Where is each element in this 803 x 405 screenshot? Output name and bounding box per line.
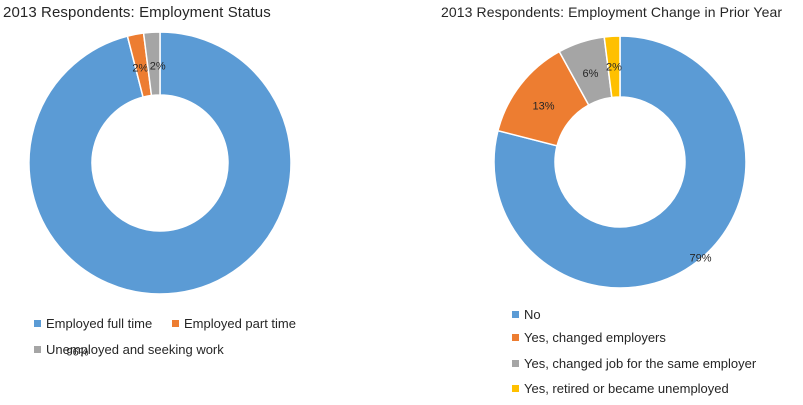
legend-swatch — [512, 360, 519, 367]
legend-label: Employed part time — [184, 316, 296, 331]
legend-swatch — [512, 334, 519, 341]
legend-label: Yes, changed job for the same employer — [524, 356, 757, 371]
legend-swatch — [34, 346, 41, 353]
status-legend-item-employed-part-time: Employed part time — [172, 316, 296, 331]
data-label-yes-changed-job-for-the-same-employer: 6% — [583, 68, 599, 80]
data-label-yes-changed-employers: 13% — [533, 100, 555, 112]
data-label-employed-part-time: 2% — [132, 62, 148, 74]
change-legend-item-yes-changed-employers: Yes, changed employers — [512, 330, 666, 345]
legend-swatch — [512, 385, 519, 392]
legend-label: Yes, retired or became unemployed — [524, 381, 729, 396]
legend-swatch — [34, 320, 41, 327]
status-legend-item-unemployed-and-seeking-work: Unemployed and seeking work — [34, 342, 224, 357]
status-legend-item-employed-full-time: Employed full time — [34, 316, 152, 331]
slice-no — [493, 35, 747, 289]
change-legend-item-yes-changed-job-for-the-same-employer: Yes, changed job for the same employer — [512, 356, 756, 371]
data-label-no: 79% — [690, 252, 712, 264]
change-legend-item-yes-retired-or-became-unemployed: Yes, retired or became unemployed — [512, 381, 729, 396]
chart-title-employment-status: 2013 Respondents: Employment Status — [3, 4, 271, 21]
legend-swatch — [512, 311, 519, 318]
legend-label: Employed full time — [46, 316, 153, 331]
legend-label: Unemployed and seeking work — [46, 342, 224, 357]
legend-label: Yes, changed employers — [524, 330, 666, 345]
slice-employed-full-time — [28, 31, 292, 295]
slice-unemployed-and-seeking-work — [142, 31, 161, 97]
change-legend-item-no: No — [512, 307, 541, 322]
data-label-employed-full-time: 96% — [66, 347, 88, 359]
legend-swatch — [172, 320, 179, 327]
chart-title-employment-change: 2013 Respondents: Employment Change in P… — [441, 4, 783, 20]
legend-label: No — [524, 307, 541, 322]
data-label-yes-retired-or-became-unemployed: 2% — [606, 62, 622, 74]
slice-yes-retired-or-became-unemployed — [603, 35, 621, 99]
data-label-unemployed-and-seeking-work: 2% — [150, 61, 166, 73]
